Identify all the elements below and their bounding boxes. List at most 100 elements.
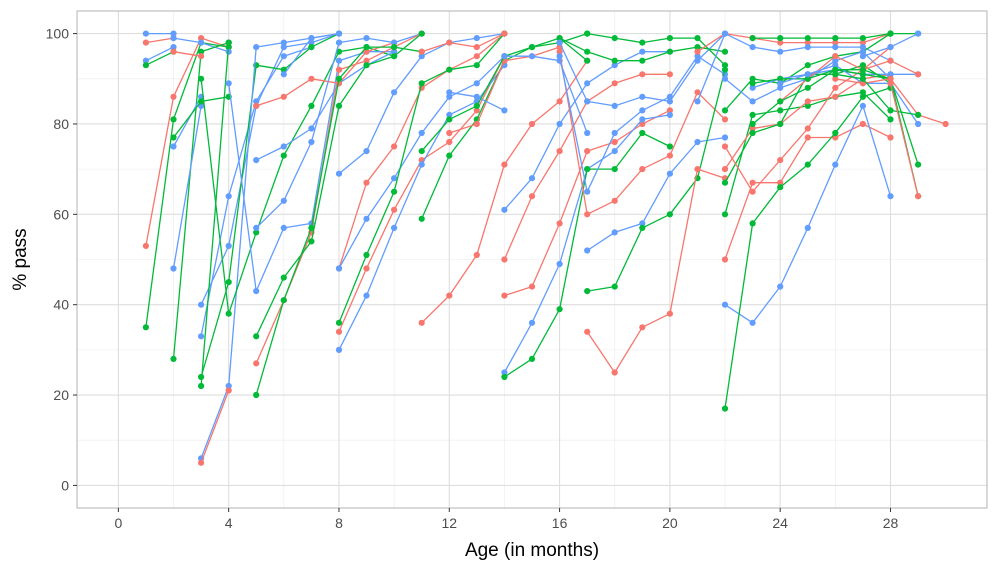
data-point [804, 224, 811, 231]
data-point [777, 80, 784, 87]
data-point [777, 35, 784, 42]
data-point [832, 62, 839, 69]
data-point [611, 129, 618, 137]
data-point [418, 80, 425, 87]
data-point [777, 75, 784, 82]
x-axis-title: Age (in months) [465, 540, 599, 561]
data-point [528, 120, 536, 128]
series-line [724, 91, 891, 215]
data-point [584, 166, 591, 173]
data-point [528, 53, 536, 60]
y-axis-title: % pass [10, 228, 31, 290]
data-point [887, 134, 894, 141]
data-point [666, 71, 674, 78]
data-point [556, 260, 563, 268]
data-point [804, 39, 811, 46]
data-point [859, 120, 867, 128]
data-point [694, 89, 701, 96]
data-point [556, 53, 563, 60]
data-point [142, 30, 149, 37]
data-point [391, 53, 398, 60]
series-line [338, 33, 505, 324]
data-point [915, 120, 922, 128]
data-point [639, 324, 646, 331]
data-point [363, 292, 370, 299]
data-point [611, 197, 618, 204]
data-point [280, 274, 287, 281]
data-point [391, 188, 398, 195]
data-point [639, 224, 646, 231]
data-point [584, 48, 591, 55]
series-18 [198, 387, 232, 466]
data-point [832, 57, 839, 64]
data-point [721, 166, 729, 173]
data-point [170, 143, 177, 150]
data-point [859, 71, 867, 78]
data-point [363, 215, 370, 222]
data-point [391, 48, 398, 55]
data-point [142, 39, 149, 46]
series-line [145, 37, 174, 44]
minor-gridlines [77, 11, 987, 508]
data-point [749, 75, 756, 82]
data-point [280, 297, 287, 304]
series-line [145, 37, 229, 247]
data-point [198, 35, 205, 42]
data-point [280, 197, 287, 204]
data-point [832, 44, 839, 51]
data-point [225, 279, 232, 286]
series-line [200, 390, 230, 464]
data-point [335, 57, 343, 64]
data-point [915, 30, 922, 37]
data-point [666, 48, 674, 55]
data-point [335, 265, 343, 272]
series-33 [335, 62, 508, 353]
data-point [832, 66, 839, 73]
series-line [504, 55, 588, 134]
data-point [777, 39, 784, 46]
data-point [721, 211, 729, 218]
data-point [501, 373, 508, 381]
data-point [584, 57, 591, 64]
data-point [253, 229, 260, 236]
data-point [666, 107, 674, 114]
data-point [859, 39, 867, 46]
data-point [253, 224, 260, 231]
data-point [887, 116, 894, 123]
data-point [611, 62, 618, 69]
series-72 [832, 71, 922, 118]
data-point [556, 220, 563, 227]
data-point [721, 66, 729, 73]
data-point [198, 39, 205, 46]
series-line [200, 42, 230, 387]
data-point [749, 111, 756, 118]
data-point [859, 102, 867, 109]
data-point [832, 35, 839, 42]
series-9 [170, 48, 205, 60]
data-point [142, 242, 149, 249]
series-line [779, 64, 919, 125]
data-point [501, 292, 508, 299]
data-point [501, 53, 508, 60]
data-point [915, 111, 922, 118]
data-point [391, 89, 398, 96]
data-point [308, 238, 315, 245]
data-point [584, 328, 591, 335]
data-point [391, 143, 398, 150]
data-point [556, 98, 563, 105]
data-point [887, 193, 894, 200]
data-point [804, 84, 811, 91]
data-point [446, 39, 453, 46]
series-line [586, 136, 726, 252]
data-point [694, 166, 701, 173]
series-1 [142, 30, 177, 37]
data-point [666, 35, 674, 42]
data-point [198, 98, 205, 105]
x-axis: 0 4 8 12 16 20 24 28 [114, 508, 898, 531]
data-point [418, 319, 425, 326]
data-point [335, 30, 343, 37]
data-point [170, 35, 177, 42]
data-point [749, 179, 756, 186]
y-tick-label: 60 [53, 206, 69, 222]
